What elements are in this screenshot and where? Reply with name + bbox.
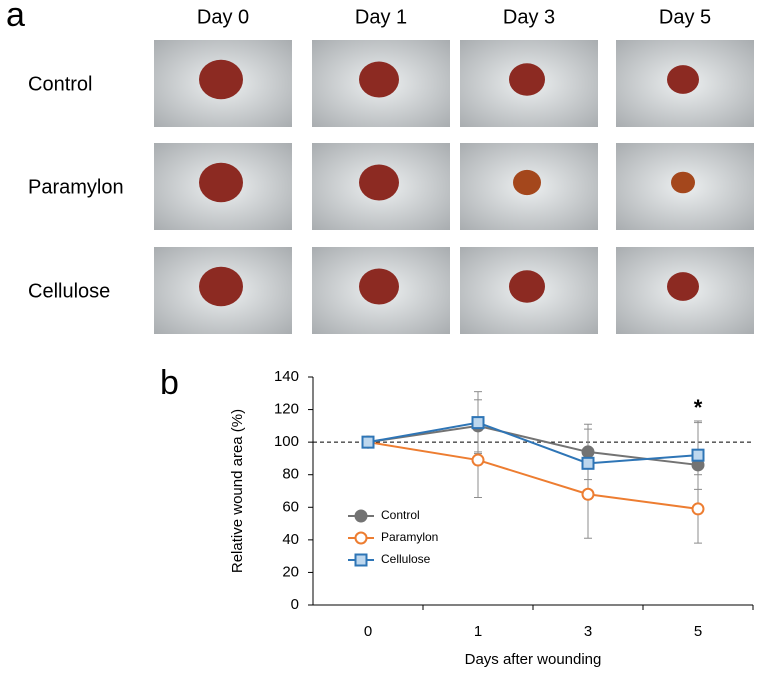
column-header: Day 1 [355,6,407,28]
y-tick-label: 120 [274,401,299,418]
annotation: * [694,395,703,420]
x-tick-label: 3 [584,623,592,640]
data-point [581,487,595,501]
wound [359,164,399,201]
x-tick-label: 0 [364,623,372,640]
y-tick-label: 140 [274,368,299,385]
wound [509,270,545,303]
panel-label: b [160,364,179,402]
row-label: Cellulose [28,280,110,302]
data-point [691,448,705,462]
wound [199,162,243,203]
y-tick-label: 40 [282,531,299,548]
y-tick-label: 20 [282,563,299,580]
data-point [581,445,595,459]
wound [513,169,541,196]
wound [671,171,695,194]
legend-marker [354,553,368,567]
data-point [581,456,595,470]
legend-label: Control [381,508,420,522]
data-point [471,416,485,430]
y-tick-label: 60 [282,498,299,515]
column-header: Day 5 [659,6,711,28]
y-tick-label: 100 [274,433,299,450]
wound [667,65,699,94]
legend-label: Paramylon [381,530,438,544]
wound [667,272,699,301]
series-line [367,441,699,510]
wound [359,268,399,305]
data-point [691,502,705,516]
legend-marker [354,531,368,545]
row-label: Control [28,73,92,95]
wound [509,63,545,96]
data-point [361,435,375,449]
column-header: Day 3 [503,6,555,28]
wound [359,61,399,98]
y-axis-label: Relative wound area (%) [229,409,246,573]
row-label: Paramylon [28,176,124,198]
legend-marker [354,509,368,523]
y-tick-label: 0 [291,596,299,613]
series-line [367,421,699,465]
x-tick-label: 1 [474,623,482,640]
x-axis-label: Days after wounding [465,651,602,668]
wound [199,266,243,307]
y-tick-label: 80 [282,466,299,483]
legend-label: Cellulose [381,552,431,566]
column-header: Day 0 [197,6,249,28]
x-tick-label: 5 [694,623,702,640]
panel-label: a [6,0,25,34]
wound [199,59,243,100]
data-point [471,453,485,467]
